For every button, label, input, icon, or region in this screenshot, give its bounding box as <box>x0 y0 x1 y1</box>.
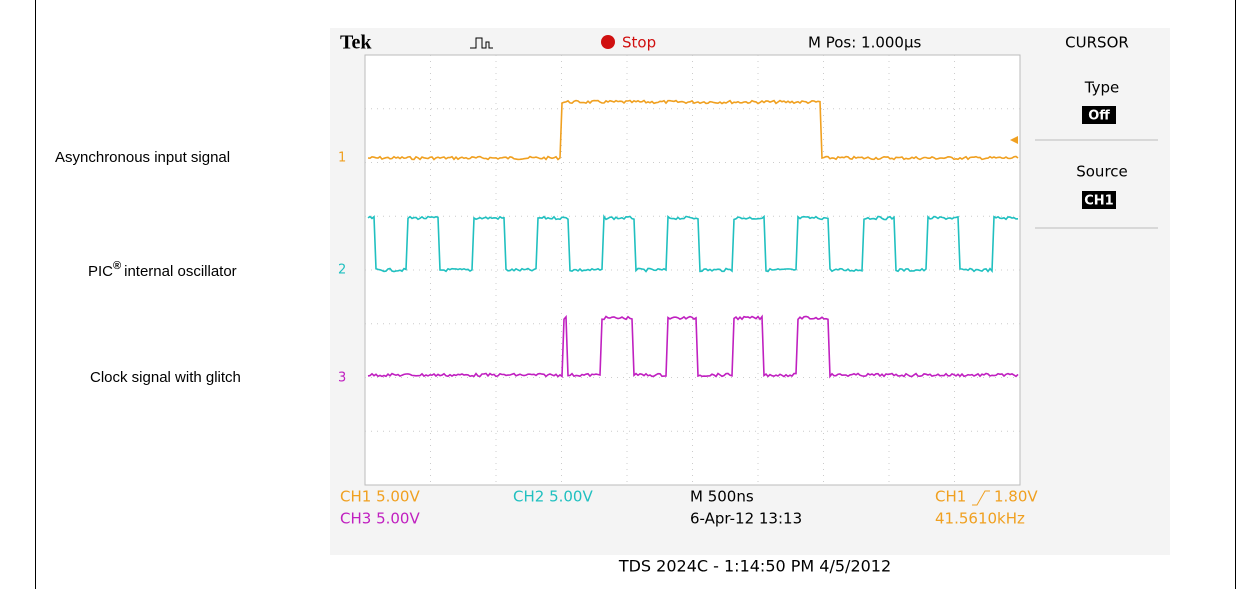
brand: Tek <box>340 32 372 54</box>
readout: CH1 <box>935 488 966 506</box>
channel-marker: 1 <box>338 151 346 166</box>
readout: CH3 5.00V <box>340 510 420 528</box>
position: M Pos: 1.000µs <box>808 34 922 52</box>
footer: TDS 2024C - 1:14:50 PM 4/5/2012 <box>618 557 891 576</box>
readout: CH2 5.00V <box>513 488 593 506</box>
menu-value: Off <box>1088 109 1110 124</box>
label: PIC®internal oscillator <box>88 260 237 280</box>
label-part: internal oscillator <box>124 263 237 280</box>
stop-dot <box>601 35 615 49</box>
channel-marker: 3 <box>338 371 346 386</box>
label-part: PIC <box>88 263 113 280</box>
readout: 6-Apr-12 13:13 <box>690 510 802 528</box>
readout: 41.5610kHz <box>935 510 1025 528</box>
readout: 1.80V <box>994 488 1038 506</box>
figure: Asynchronous input signal PIC®internal o… <box>0 0 1243 589</box>
scope: Tek Stop M Pos: 1.000µs CURSOR Type Off … <box>330 28 1170 555</box>
label: Asynchronous input signal <box>55 149 230 166</box>
channel-marker: 2 <box>338 263 346 278</box>
menu-value: CH1 <box>1084 194 1113 209</box>
readout: CH1 5.00V <box>340 488 420 506</box>
label-part: ® <box>113 260 121 272</box>
readout: M 500ns <box>690 488 754 506</box>
menu-label: Source <box>1076 163 1128 181</box>
status: Stop <box>622 34 656 52</box>
label: Clock signal with glitch <box>90 369 241 386</box>
menu-label: Type <box>1084 79 1119 97</box>
menu-title: CURSOR <box>1065 34 1129 52</box>
